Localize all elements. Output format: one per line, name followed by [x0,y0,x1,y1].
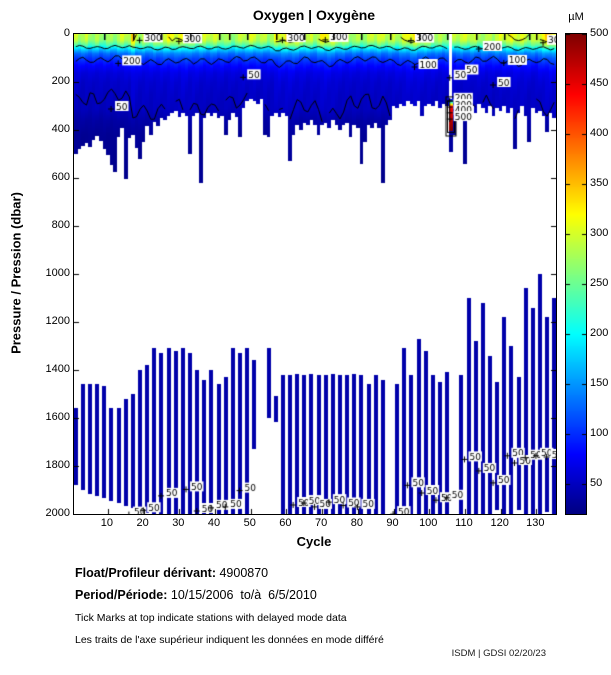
x-tick-label: 60 [279,517,292,529]
colorbar-tick-label: 400 [590,127,609,139]
y-tick-label: 1600 [45,411,70,423]
y-tick-label: 1800 [45,459,70,471]
x-tick-label: 50 [243,517,256,529]
x-tick-label: 10 [100,517,114,529]
y-tick-label: 2000 [45,507,70,519]
y-tick-label: 200 [51,75,70,87]
float-id-label: Float/Profileur dérivant: [75,566,216,580]
x-tick-label: 100 [419,517,438,529]
colorbar-tick-label: 500 [590,27,609,39]
x-tick-label: 80 [350,517,363,529]
x-tick-label: 110 [455,517,473,529]
colorbar-tick-label: 300 [590,227,609,239]
colorbar-canvas [566,34,586,514]
y-tick-label: 400 [51,123,70,135]
plot-area [73,33,557,515]
x-tick-label: 90 [386,517,399,529]
colorbar-tick-label: 250 [590,277,609,289]
credit-stamp: ISDM | GDSI 02/20/23 [451,648,546,659]
plot-title: Oxygen | Oxygène [252,7,376,23]
x-axis-label: Cycle [296,534,332,549]
y-tick-label: 600 [51,171,70,183]
x-tick-label: 30 [172,517,185,529]
colorbar-tick-label: 350 [590,177,609,189]
period-value: 10/15/2006 to/à 6/5/2010 [167,588,317,602]
y-tick-label: 1000 [45,267,70,279]
x-tick-label: 130 [526,517,545,529]
y-axis-label: Pressure / Pression (dbar) [8,192,24,354]
note-french: Les traits de l'axe supérieur indiquent … [75,634,384,646]
y-tick-label: 1400 [45,363,70,375]
x-tick-label: 40 [207,517,221,529]
x-tick-label: 120 [490,517,509,529]
colorbar-tick-label: 50 [590,477,603,489]
note-english: Tick Marks at top indicate stations with… [75,612,347,624]
period-line: Period/Période: 10/15/2006 to/à 6/5/2010 [75,588,317,602]
x-tick-label: 20 [136,517,149,529]
y-tick-label: 0 [63,27,70,39]
x-tick-label: 70 [315,517,328,529]
float-id-line: Float/Profileur dérivant: 4900870 [75,566,268,580]
colorbar-unit-label: µM [568,11,584,23]
float-id-value: 4900870 [216,566,269,580]
period-label: Period/Période: [75,588,168,602]
colorbar-tick-label: 150 [590,377,609,389]
colorbar-tick-label: 200 [590,327,609,339]
section-plot-canvas [74,34,556,514]
y-tick-label: 1200 [45,315,70,327]
y-tick-label: 800 [51,219,70,231]
colorbar-tick-label: 100 [590,427,609,439]
colorbar [565,33,587,515]
colorbar-tick-label: 450 [590,77,609,89]
